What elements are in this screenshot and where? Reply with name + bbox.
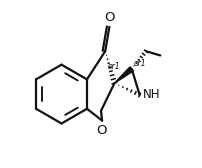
Polygon shape — [115, 67, 134, 83]
Text: or1: or1 — [134, 59, 146, 68]
Text: O: O — [104, 11, 115, 24]
Text: O: O — [96, 124, 106, 137]
Text: or1: or1 — [108, 62, 120, 71]
Text: NH: NH — [143, 88, 161, 101]
